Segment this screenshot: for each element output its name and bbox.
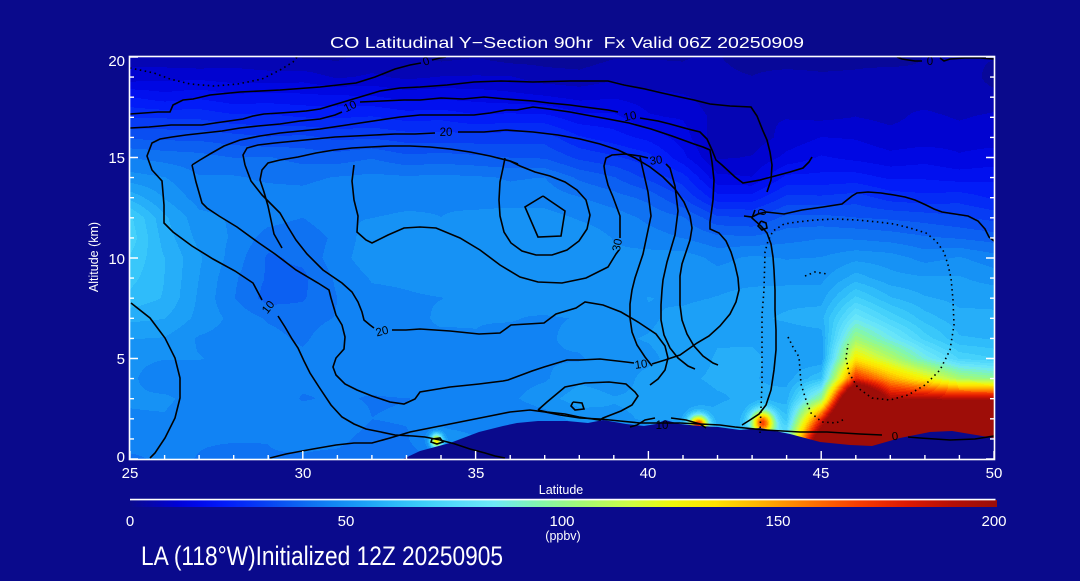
svg-text:10: 10	[108, 251, 125, 268]
svg-text:45: 45	[813, 465, 830, 482]
svg-text:200: 200	[981, 513, 1006, 530]
svg-text:30: 30	[295, 465, 312, 482]
svg-text:0: 0	[756, 208, 769, 217]
svg-text:Altitude (km): Altitude (km)	[87, 222, 101, 292]
svg-text:10: 10	[342, 99, 359, 115]
svg-text:0: 0	[117, 449, 125, 466]
svg-text:50: 50	[338, 513, 355, 530]
svg-text:20: 20	[108, 53, 125, 70]
svg-text:0: 0	[421, 55, 431, 68]
svg-text:20: 20	[375, 325, 390, 340]
svg-text:10: 10	[656, 420, 669, 432]
svg-text:5: 5	[117, 351, 125, 368]
svg-text:100: 100	[549, 513, 574, 530]
svg-text:150: 150	[765, 513, 790, 530]
svg-text:15: 15	[108, 150, 125, 167]
svg-text:CO Latitudinal Y−Section 90hr: CO Latitudinal Y−Section 90hr Fx Valid 0…	[330, 35, 804, 52]
svg-text:Latitude: Latitude	[539, 483, 584, 497]
svg-text:LA (118°W)Initialized 12Z 2025: LA (118°W)Initialized 12Z 20250905	[141, 541, 503, 571]
svg-text:35: 35	[468, 465, 485, 482]
svg-text:30: 30	[649, 154, 663, 168]
svg-text:0: 0	[126, 513, 134, 530]
svg-text:20: 20	[440, 127, 453, 139]
svg-text:0: 0	[927, 56, 933, 68]
svg-text:50: 50	[986, 465, 1003, 482]
svg-text:40: 40	[640, 465, 657, 482]
svg-text:10: 10	[623, 110, 638, 124]
svg-text:10: 10	[634, 358, 648, 372]
svg-text:(ppbv): (ppbv)	[545, 529, 580, 543]
svg-text:25: 25	[122, 465, 139, 482]
svg-text:30: 30	[611, 238, 625, 253]
svg-text:0: 0	[891, 431, 898, 444]
